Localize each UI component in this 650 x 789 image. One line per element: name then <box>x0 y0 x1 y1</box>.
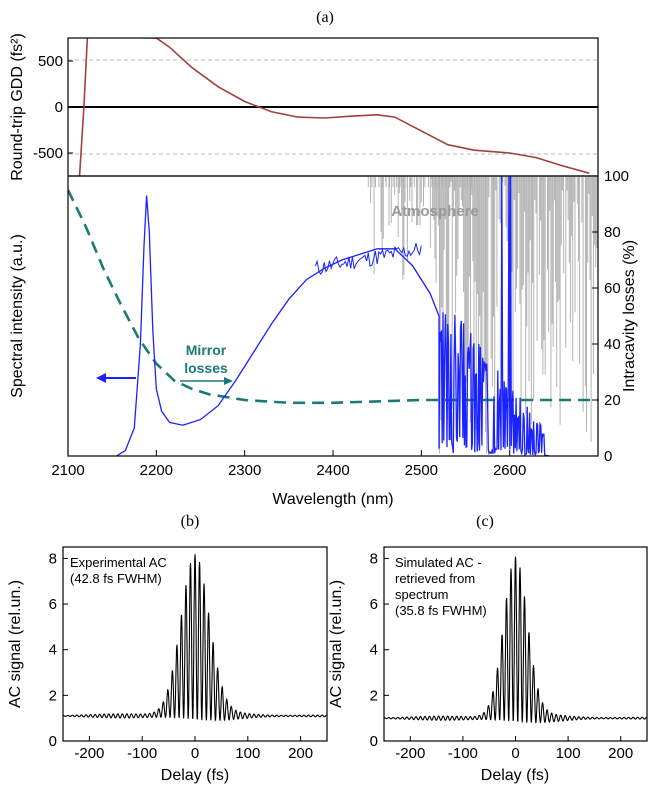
ac-x-tick-label: 200 <box>288 745 313 762</box>
ac-y-tick-label: 0 <box>370 733 378 750</box>
spectrum-x-tick-label: 2400 <box>316 462 349 479</box>
losses-y-tick-label: 0 <box>604 448 612 465</box>
ac-y-tick-label: 6 <box>49 596 57 613</box>
losses-y-axis-label: Intracavity losses (%) <box>621 240 638 392</box>
spectrum-panel: 2100 2200 2300 2400 2500 2600 0 20 40 60 80 100 Sp… <box>9 168 638 508</box>
ac-experimental-panel: -200 -100 0 100 200 0 2 4 6 8 Experimental AC (42… <box>7 546 328 784</box>
spectrum-x-tick-label: 2300 <box>228 462 261 479</box>
spectrum-y-axis-label: Spectral intensity (a.u.) <box>9 234 26 398</box>
atmosphere-lines <box>367 176 598 454</box>
ac-x-tick-label: -100 <box>127 745 157 762</box>
spectrum-x-tick-label: 2600 <box>493 462 526 479</box>
ac-y-tick-label: 6 <box>370 596 378 613</box>
ac-x-tick-label: 0 <box>191 745 199 762</box>
ac-y-tick-label: 2 <box>370 687 378 704</box>
ac-y-tick-label: 4 <box>370 642 378 659</box>
gdd-y-tick-label: 0 <box>55 99 63 116</box>
ac-x-tick-label: 0 <box>511 745 519 762</box>
losses-y-tick-label: 40 <box>604 336 621 353</box>
spectrum-x-tick-label: 2200 <box>140 462 173 479</box>
panel-label-a: (a) <box>316 9 334 26</box>
panel-label-b: (b) <box>181 513 200 530</box>
ac-simulated-frame <box>383 546 648 742</box>
gdd-panel: -500 0 500 Round-trip GDD (fs²) <box>9 33 599 181</box>
atmosphere-series <box>367 176 598 454</box>
ac-x-tick-label: -200 <box>395 745 425 762</box>
mirror-annotation-line2: losses <box>184 360 228 376</box>
ac-experimental-y-axis-label: AC signal (rel.un.) <box>7 580 24 708</box>
spectrum-y2-ticks: 0 20 40 60 80 100 <box>592 168 629 465</box>
ac-simulated-y-axis-label: AC signal (rel.un.) <box>328 580 345 708</box>
ac-trace <box>63 554 328 722</box>
spectrum-series <box>116 176 550 456</box>
gdd-y-tick-label: 500 <box>38 53 63 70</box>
gdd-y-tick-label: -500 <box>33 145 63 162</box>
gdd-y-axis-label: Round-trip GDD (fs²) <box>9 33 26 181</box>
ac-experimental-title-line1: Experimental AC <box>70 555 167 570</box>
gdd-y-ticks: -500 0 500 <box>33 53 73 162</box>
ac-trace <box>383 556 648 724</box>
spectrum-frame <box>67 175 599 457</box>
ac-x-tick-label: 100 <box>235 745 260 762</box>
ac-experimental-title-line2: (42.8 fs FWHM) <box>70 571 162 586</box>
spectrum-left-arrow <box>96 373 136 383</box>
mirror-annotation-line1: Mirror <box>186 342 227 358</box>
ac-simulated-series <box>383 556 648 724</box>
ac-x-tick-label: -200 <box>74 745 104 762</box>
gdd-line <box>78 38 590 176</box>
ac-experimental-x-axis-label: Delay (fs) <box>161 767 229 784</box>
spectrum-x-ticks: 2100 2200 2300 2400 2500 2600 <box>51 450 526 479</box>
atmosphere-annotation: Atmosphere <box>391 203 479 220</box>
ac-experimental-series <box>63 554 328 722</box>
mirror-losses-line <box>68 189 598 405</box>
ac-x-tick-label: 200 <box>608 745 633 762</box>
ac-y-tick-label: 4 <box>49 642 57 659</box>
spectrum-ripple <box>314 243 422 276</box>
ac-y-tick-label: 2 <box>49 687 57 704</box>
ac-simulated-panel: -200 -100 0 100 200 0 2 4 6 8 Simulated AC - retr… <box>328 546 648 784</box>
losses-y-tick-label: 100 <box>604 168 629 185</box>
ac-y-tick-label: 8 <box>49 550 57 567</box>
losses-y-tick-label: 60 <box>604 280 621 297</box>
ac-simulated-title-line2: retrieved from <box>395 571 475 586</box>
ac-x-tick-label: -100 <box>448 745 478 762</box>
ac-simulated-title-line4: (35.8 fs FWHM) <box>395 603 487 618</box>
ac-y-tick-label: 8 <box>370 550 378 567</box>
ac-simulated-title-line3: spectrum <box>395 587 448 602</box>
ac-x-tick-label: 100 <box>556 745 581 762</box>
ac-experimental-frame <box>62 546 328 742</box>
ac-experimental-ticks: -200 -100 0 100 200 0 2 4 6 8 <box>49 550 313 762</box>
mirror-right-arrow <box>180 377 233 385</box>
losses-y-tick-label: 20 <box>604 392 621 409</box>
ac-simulated-title-line1: Simulated AC - <box>395 555 482 570</box>
gdd-series <box>78 38 590 176</box>
spectrum-x-tick-label: 2100 <box>51 462 84 479</box>
spectrum-line <box>116 176 550 456</box>
ac-simulated-x-axis-label: Delay (fs) <box>481 767 549 784</box>
losses-y-tick-label: 80 <box>604 224 621 241</box>
ac-simulated-ticks: -200 -100 0 100 200 0 2 4 6 8 <box>370 550 634 762</box>
ac-y-tick-label: 0 <box>49 733 57 750</box>
mirror-losses-series <box>68 189 598 405</box>
panel-label-c: (c) <box>476 513 494 530</box>
spectrum-x-tick-label: 2500 <box>405 462 438 479</box>
wavelength-x-axis-label: Wavelength (nm) <box>272 491 393 508</box>
